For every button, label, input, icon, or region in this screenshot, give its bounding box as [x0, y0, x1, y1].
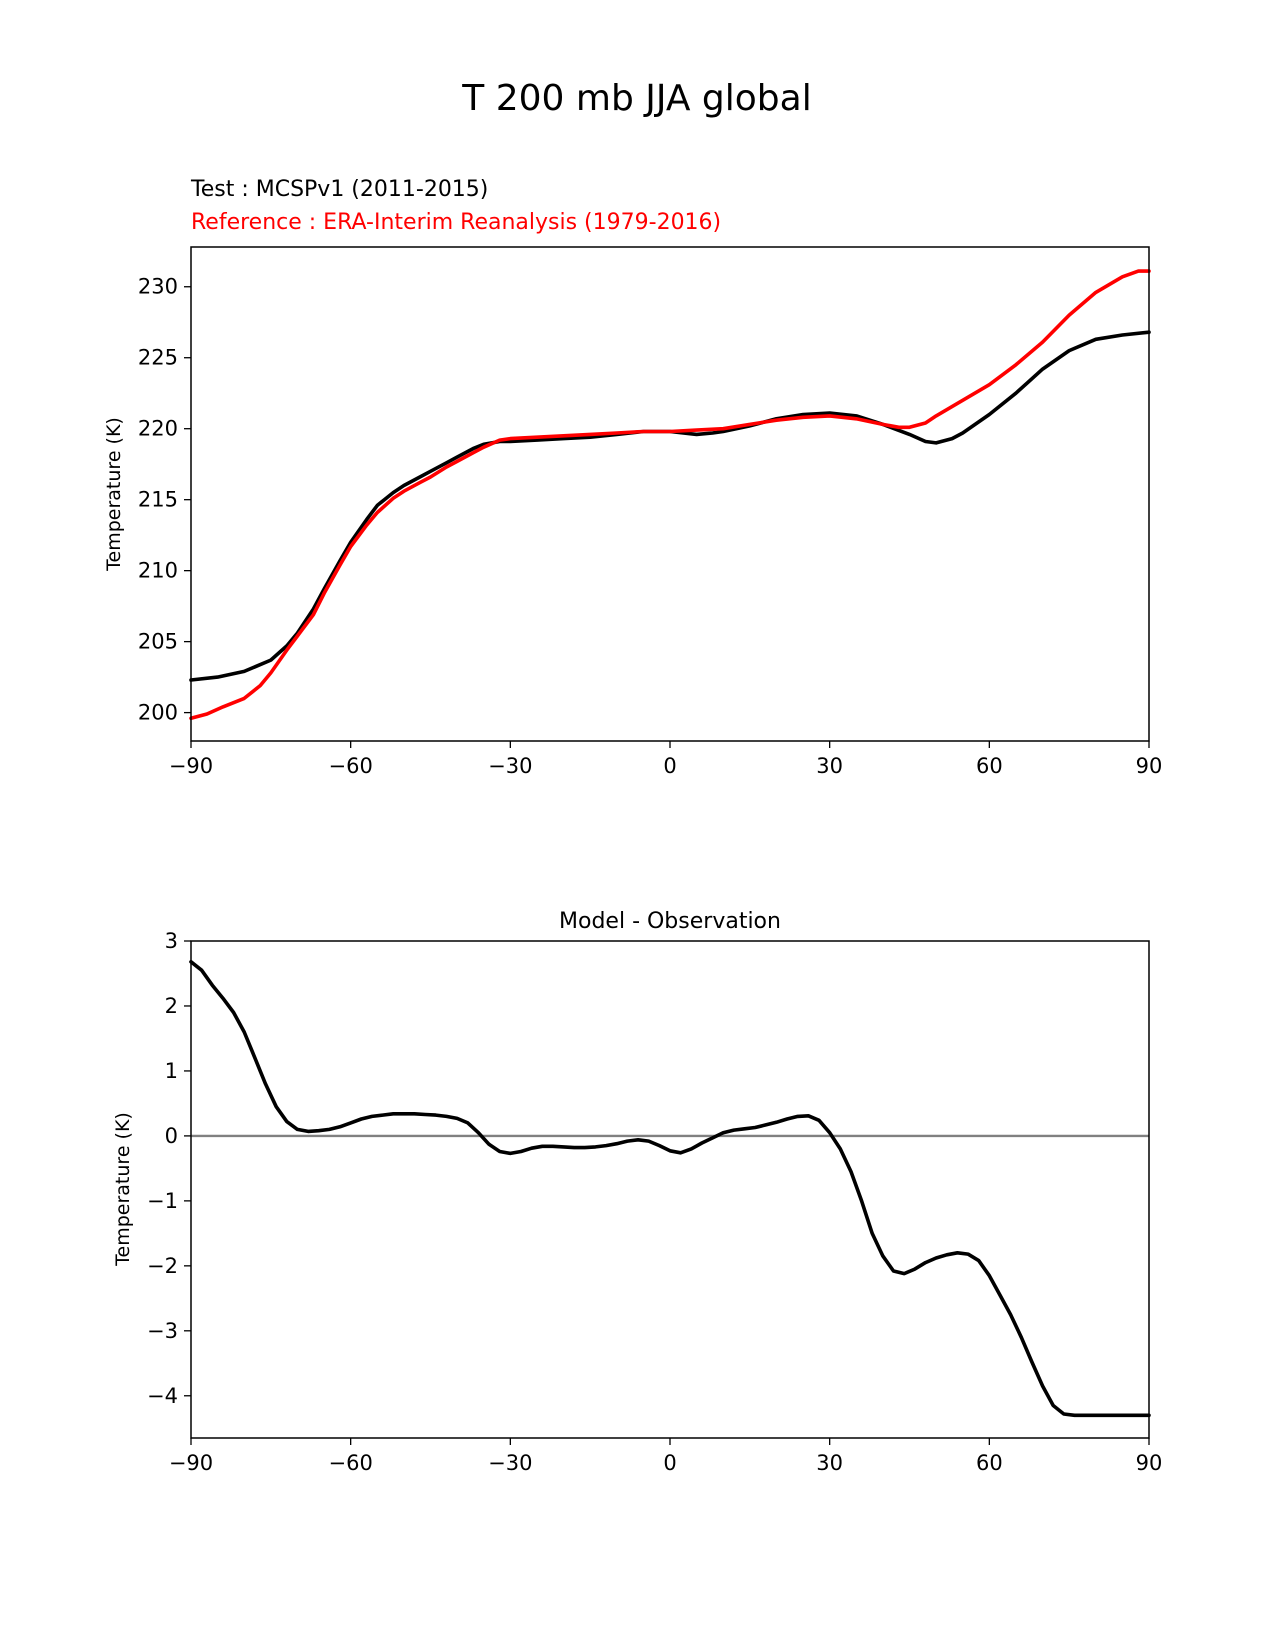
- y-tick-label: 210: [138, 559, 178, 583]
- plot-area-top: [189, 269, 1151, 721]
- x-axis-top: −90 −60 −30 0 30 60 90: [169, 741, 1163, 778]
- x-tick-label: 30: [816, 1451, 843, 1475]
- x-tick-label: −30: [488, 754, 532, 778]
- axes-frame-bottom: [190, 940, 1150, 1439]
- y-tick-label: 225: [138, 346, 178, 370]
- x-tick-label: 0: [663, 1451, 676, 1475]
- reference-series-line: [189, 269, 1151, 721]
- y-tick-label: −2: [147, 1254, 178, 1278]
- x-axis-bottom: −90 −60 −30 0 30 60 90: [169, 1438, 1163, 1475]
- x-tick-label: 60: [976, 754, 1003, 778]
- plot-area-bottom: [189, 960, 1151, 1418]
- x-tick-label: 90: [1136, 1451, 1163, 1475]
- y-tick-label: 215: [138, 488, 178, 512]
- panel-difference: Model - Observation −90 −60 −30 0 30 60 90 −4−…: [112, 909, 1162, 1475]
- y-tick-label: 3: [165, 929, 178, 953]
- y-tick-label: 205: [138, 630, 178, 654]
- x-tick-label: 60: [976, 1451, 1003, 1475]
- x-tick-label: 0: [663, 754, 676, 778]
- x-tick-label: 90: [1136, 754, 1163, 778]
- x-tick-label: −60: [329, 754, 373, 778]
- x-tick-label: −30: [488, 1451, 532, 1475]
- test-series-line: [189, 330, 1151, 682]
- y-axis-label-bottom: Temperature (K): [112, 1112, 134, 1267]
- x-tick-label: −60: [329, 1451, 373, 1475]
- y-tick-label: 2: [165, 994, 178, 1018]
- reference-title: Reference : ERA-Interim Reanalysis (1979…: [191, 210, 721, 235]
- y-tick-label: 200: [138, 701, 178, 725]
- y-tick-label: −1: [147, 1189, 178, 1213]
- y-tick-label: −3: [147, 1319, 178, 1343]
- panel-temperature: Test : MCSPv1 (2011-2015) Reference : ER…: [103, 177, 1162, 778]
- y-axis-top: 200 205 210 215 220 225 230: [138, 275, 191, 725]
- y-tick-label: 230: [138, 275, 178, 299]
- y-tick-label: −4: [147, 1384, 178, 1408]
- y-tick-label: 220: [138, 417, 178, 441]
- x-tick-label: −90: [169, 1451, 213, 1475]
- y-axis-bottom: −4 −3 −2 −1 0 1 2 3: [147, 929, 191, 1408]
- difference-title: Model - Observation: [559, 909, 781, 934]
- x-tick-label: 30: [816, 754, 843, 778]
- x-tick-label: −90: [169, 754, 213, 778]
- figure-title: T 200 mb JJA global: [461, 78, 811, 119]
- difference-series-line: [189, 960, 1151, 1418]
- y-axis-label-top: Temperature (K): [103, 417, 125, 572]
- y-tick-label: 0: [165, 1124, 178, 1148]
- y-tick-label: 1: [165, 1059, 178, 1083]
- axes-frame-top: [190, 246, 1150, 742]
- test-title: Test : MCSPv1 (2011-2015): [190, 177, 488, 202]
